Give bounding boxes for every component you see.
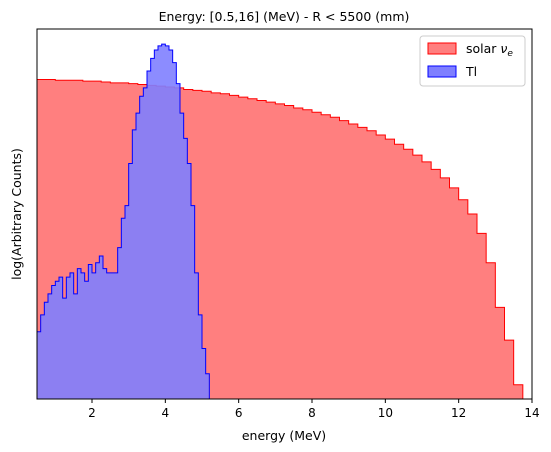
x-tick-label: 14 [524, 406, 539, 420]
x-axis-label: energy (MeV) [242, 428, 326, 443]
x-tick-label: 8 [308, 406, 316, 420]
x-tick-label: 6 [235, 406, 243, 420]
legend-swatch-tl [427, 65, 457, 78]
x-tick-label: 10 [378, 406, 393, 420]
legend: solar νe Tl [419, 35, 526, 87]
y-axis-label: log(Arbitrary Counts) [9, 148, 24, 280]
plot-frame [36, 28, 533, 400]
plot-area [36, 28, 533, 400]
histogram-tl [37, 43, 210, 399]
legend-label-solar: solar νe [466, 41, 513, 59]
x-tick-label: 12 [451, 406, 466, 420]
chart-title: Energy: [0.5,16] (MeV) - R < 5500 (mm) [159, 9, 410, 24]
x-tick-label: 4 [162, 406, 170, 420]
legend-swatch-solar [427, 42, 457, 55]
x-axis: 2 4 6 8 10 12 14 [88, 399, 540, 420]
x-tick-label: 2 [88, 406, 96, 420]
legend-label-tl: Tl [465, 64, 477, 79]
